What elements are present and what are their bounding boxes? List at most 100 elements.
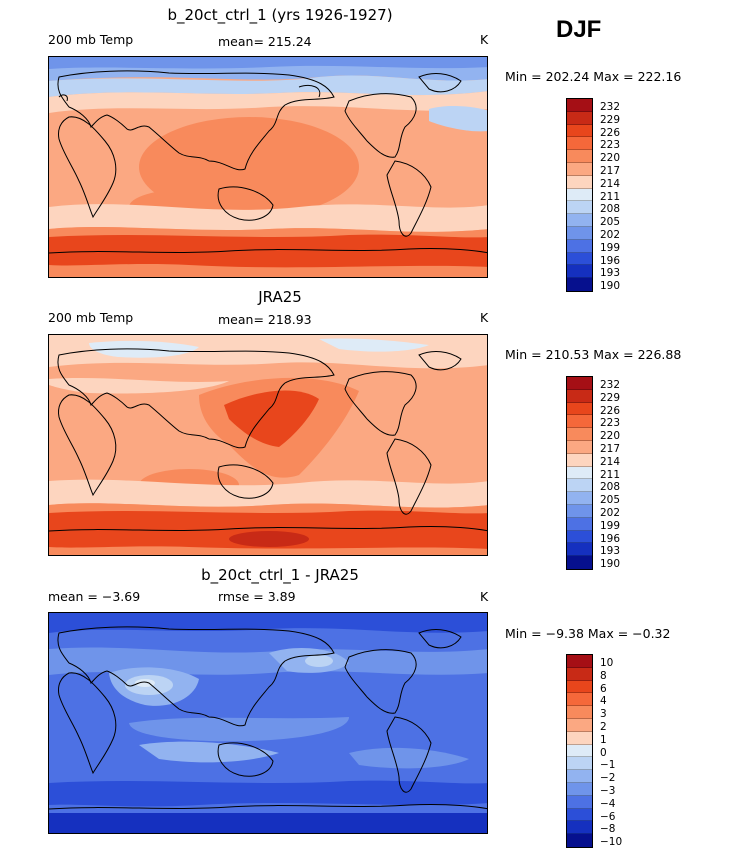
colorbar-label: 208: [600, 481, 621, 494]
panel3-colorbar-swatch: [567, 795, 592, 809]
colorbar-label: 205: [600, 216, 621, 229]
colorbar-label: 229: [600, 113, 621, 126]
panel3-colorbar-swatch: [567, 693, 592, 707]
panel2-units: K: [480, 310, 489, 325]
colorbar-label: 2: [600, 720, 607, 733]
colorbar-label: 214: [600, 177, 621, 190]
panel3-colorbar-swatch: [567, 731, 592, 745]
panel1-colorbar-swatch: [567, 278, 592, 291]
panel3-colorbar-swatch: [567, 680, 592, 694]
panel1-field-label: 200 mb Temp: [48, 32, 134, 47]
panel3-minmax: Min = −9.38 Max = −0.32: [505, 626, 671, 641]
colorbar-label: 220: [600, 430, 621, 443]
colorbar-label: 217: [600, 442, 621, 455]
colorbar-label: 3: [600, 708, 607, 721]
panel2-colorbar-swatch: [567, 440, 592, 454]
panel2-colorbar-swatch: [567, 543, 592, 557]
panel3-colorbar-swatch: [567, 821, 592, 835]
colorbar-label: 217: [600, 164, 621, 177]
panel2-colorbar-swatch: [567, 479, 592, 493]
colorbar-label: 202: [600, 506, 621, 519]
panel3-map: [48, 612, 488, 834]
colorbar-label: 232: [600, 379, 621, 391]
colorbar-label: 196: [600, 254, 621, 267]
panel3-colorbar-swatch: [567, 782, 592, 796]
colorbar-label: 211: [600, 190, 621, 203]
panel3-units: K: [480, 589, 489, 604]
panel3-colorbar-swatch: [567, 718, 592, 732]
panel2-map: [48, 334, 488, 556]
panel1-units: K: [480, 32, 489, 47]
panel2-colorbar-swatch: [567, 556, 592, 569]
panel3-colorbar: [566, 654, 593, 848]
colorbar-label: 214: [600, 455, 621, 468]
colorbar-label: −1: [600, 759, 616, 772]
panel1-colorbar: [566, 98, 593, 292]
panel1-colorbar-swatch: [567, 111, 592, 125]
colorbar-label: 193: [600, 267, 621, 280]
panel2-colorbar: [566, 376, 593, 570]
panel1-minmax: Min = 202.24 Max = 222.16: [505, 69, 682, 84]
colorbar-label: 190: [600, 558, 621, 571]
colorbar-label: 226: [600, 404, 621, 417]
colorbar-label: 8: [600, 669, 607, 682]
panel1-colorbar-swatch: [567, 226, 592, 240]
colorbar-label: 196: [600, 532, 621, 545]
panel2-colorbar-swatch: [567, 466, 592, 480]
panel3-colorbar-swatch: [567, 655, 592, 668]
colorbar-label: 1: [600, 733, 607, 746]
panel3-colorbar-swatch: [567, 667, 592, 681]
colorbar-label: 223: [600, 417, 621, 430]
panel1-colorbar-swatch: [567, 150, 592, 163]
panel3-colorbar-swatch: [567, 834, 592, 847]
colorbar-label: 4: [600, 695, 607, 708]
colorbar-label: 199: [600, 241, 621, 254]
colorbar-label: 232: [600, 101, 621, 113]
colorbar-label: 223: [600, 139, 621, 152]
colorbar-label: 10: [600, 657, 614, 669]
panel3-colorbar-swatch: [567, 706, 592, 719]
panel3-title: b_20ct_ctrl_1 - JRA25: [201, 566, 359, 584]
panel1-colorbar-swatch: [567, 214, 592, 227]
colorbar-label: 0: [600, 746, 607, 759]
colorbar-label: 220: [600, 152, 621, 165]
colorbar-label: 205: [600, 494, 621, 507]
panel2-colorbar-swatch: [567, 453, 592, 467]
panel1-colorbar-swatch: [567, 162, 592, 176]
colorbar-label: −6: [600, 810, 616, 823]
colorbar-label: 199: [600, 519, 621, 532]
colorbar-label: −10: [600, 836, 623, 849]
panel1-colorbar-swatch: [567, 188, 592, 202]
panel2-title: JRA25: [258, 288, 302, 306]
panel1-mean-label: mean= 215.24: [218, 34, 312, 49]
panel2-mean-label: mean= 218.93: [218, 312, 312, 327]
panel1-colorbar-swatch: [567, 124, 592, 138]
panel3-colorbar-swatch: [567, 757, 592, 771]
colorbar-label: 229: [600, 391, 621, 404]
panel3-rmse-label: rmse = 3.89: [218, 589, 296, 604]
panel1-colorbar-swatch: [567, 265, 592, 279]
colorbar-label: 208: [600, 203, 621, 216]
colorbar-label: −8: [600, 823, 616, 836]
panel1-colorbar-swatch: [567, 252, 592, 266]
panel2-colorbar-labels: 232 229 226 223 220 217 214 211 208 205 …: [600, 379, 620, 571]
panel2-colorbar-swatch: [567, 377, 592, 390]
panel3-colorbar-swatch: [567, 770, 592, 783]
panel3-colorbar-swatch: [567, 808, 592, 822]
panel1-colorbar-swatch: [567, 175, 592, 189]
colorbar-label: −4: [600, 797, 616, 810]
colorbar-label: 6: [600, 682, 607, 695]
panel2-colorbar-swatch: [567, 389, 592, 403]
panel2-colorbar-swatch: [567, 402, 592, 416]
panel2-colorbar-swatch: [567, 504, 592, 518]
panel1-map: [48, 56, 488, 278]
panel2-colorbar-swatch: [567, 492, 592, 505]
colorbar-label: 211: [600, 468, 621, 481]
colorbar-label: 193: [600, 545, 621, 558]
panel1-colorbar-swatch: [567, 201, 592, 215]
panel3-colorbar-swatch: [567, 744, 592, 758]
colorbar-label: 190: [600, 280, 621, 293]
colorbar-label: 202: [600, 228, 621, 241]
colorbar-label: 226: [600, 126, 621, 139]
panel3-mean-label: mean = −3.69: [48, 589, 141, 604]
